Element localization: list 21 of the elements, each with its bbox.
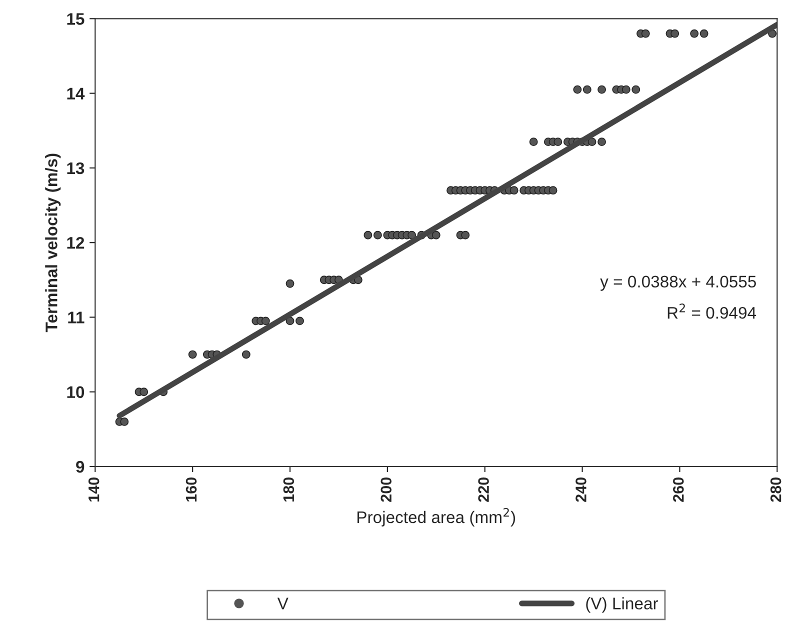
y-tick-label: 11 [68, 312, 84, 324]
x-axis-title: Projected area (mm$^{2}$) [358, 508, 516, 526]
annotation: y = 0.0388x + 4.0555 [600, 276, 756, 291]
y-tick-label: 12 [67, 236, 84, 249]
x-tick-label: 220 [478, 478, 489, 502]
x-tick-label: 260 [672, 478, 684, 502]
y-tick-label: 10 [67, 386, 84, 398]
x-tick-label: 180 [283, 478, 294, 502]
y-tick-label: 14 [67, 88, 85, 100]
y-tick-label: 13 [67, 162, 84, 174]
y-tick-label: 15 [67, 13, 84, 25]
x-tick-label: 140 [88, 478, 100, 502]
x-tick-label: 200 [380, 478, 392, 502]
y-axis-title: Terminal velocity (m/s) [45, 154, 61, 332]
annotation: R$^{2}$ = 0.9494 [668, 304, 756, 319]
legend-label: V [277, 598, 288, 610]
x-tick-label: 240 [576, 478, 586, 502]
x-tick-label: 280 [770, 478, 782, 502]
x-tick-label: 160 [186, 478, 197, 502]
legend-label: (V) Linear [586, 597, 658, 613]
y-tick-label: 9 [76, 460, 84, 473]
